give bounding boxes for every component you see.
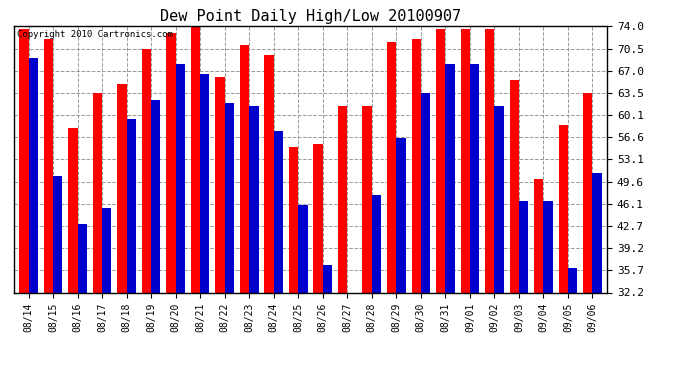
Bar [102, 208, 111, 292]
Bar [225, 103, 234, 292]
Bar [77, 224, 87, 292]
Bar [445, 64, 455, 292]
Bar [191, 23, 200, 292]
Bar [215, 77, 225, 292]
Bar [151, 99, 161, 292]
Bar [323, 265, 332, 292]
Bar [411, 39, 421, 292]
Bar [387, 42, 396, 292]
Bar [421, 93, 430, 292]
Bar [519, 201, 529, 292]
Bar [568, 268, 578, 292]
Bar [43, 39, 53, 292]
Bar [53, 176, 62, 292]
Bar [249, 106, 259, 292]
Bar [240, 45, 249, 292]
Bar [200, 74, 210, 292]
Bar [396, 138, 406, 292]
Bar [313, 144, 323, 292]
Bar [534, 179, 544, 292]
Bar [92, 93, 102, 292]
Bar [166, 33, 176, 292]
Bar [460, 29, 470, 292]
Bar [19, 29, 28, 292]
Bar [470, 64, 479, 292]
Title: Dew Point Daily High/Low 20100907: Dew Point Daily High/Low 20100907 [160, 9, 461, 24]
Bar [559, 125, 568, 292]
Bar [362, 106, 372, 292]
Bar [495, 106, 504, 292]
Bar [126, 118, 136, 292]
Bar [338, 106, 347, 292]
Bar [583, 93, 593, 292]
Bar [593, 173, 602, 292]
Bar [372, 195, 381, 292]
Bar [117, 84, 126, 292]
Bar [436, 29, 445, 292]
Bar [485, 29, 495, 292]
Bar [176, 64, 185, 292]
Bar [298, 205, 308, 292]
Bar [510, 80, 519, 292]
Text: Copyright 2010 Cartronics.com: Copyright 2010 Cartronics.com [17, 30, 172, 39]
Bar [264, 55, 274, 292]
Bar [28, 58, 38, 292]
Bar [289, 147, 298, 292]
Bar [274, 131, 283, 292]
Bar [544, 201, 553, 292]
Bar [68, 128, 77, 292]
Bar [142, 48, 151, 292]
